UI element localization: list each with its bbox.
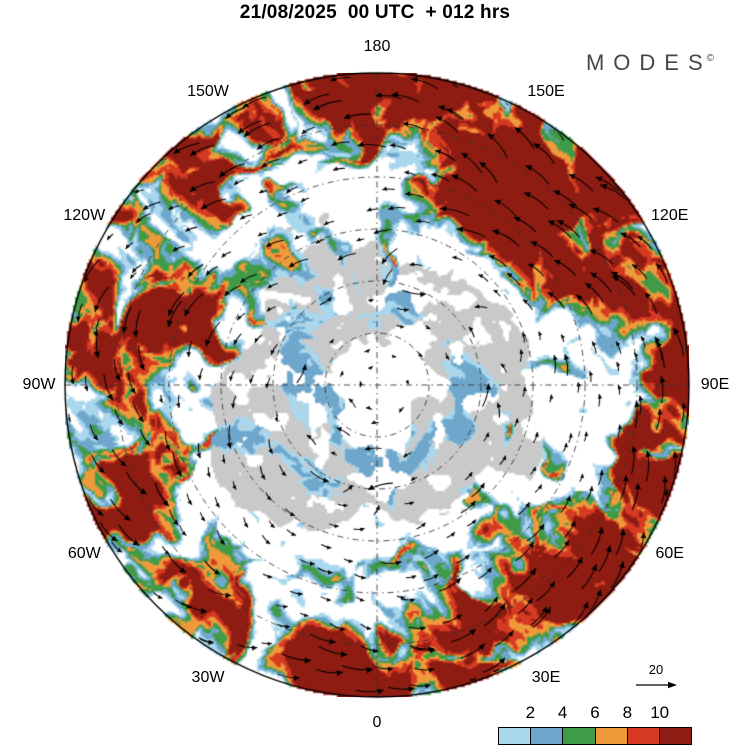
colorbar-cell-3 xyxy=(595,728,628,744)
colorbar-cell-1 xyxy=(531,728,564,744)
colorbar-cell-5 xyxy=(659,728,692,744)
reference-vector-label: 20 xyxy=(648,662,664,677)
reference-arrow-icon xyxy=(636,681,677,689)
reference-vector: 20 xyxy=(630,662,682,696)
colorbar xyxy=(498,727,692,745)
colorbar-cell-2 xyxy=(563,728,596,744)
colorbar-cell-0 xyxy=(499,728,532,744)
colorbar-cell-4 xyxy=(627,728,660,744)
